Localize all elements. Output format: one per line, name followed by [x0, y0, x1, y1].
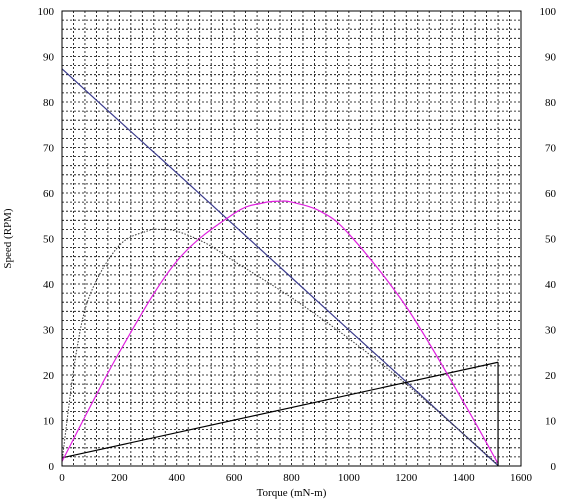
y-tick-label-left: 30 — [43, 325, 55, 337]
x-tick-label: 800 — [283, 472, 300, 484]
y-tick-label-right: 80 — [545, 97, 557, 109]
y-tick-label-right: 50 — [545, 234, 557, 246]
series-line-4 — [61, 228, 499, 466]
y-tick-label-right: 60 — [545, 188, 557, 200]
y-tick-label-left: 80 — [43, 97, 55, 109]
y-tick-label-left: 10 — [43, 416, 55, 428]
y-tick-label-left: 0 — [49, 461, 55, 473]
y-tick-label-left: 60 — [43, 188, 55, 200]
y-tick-label-right: 40 — [545, 279, 557, 291]
y-tick-labels-right: 0 10 20 30 40 50 60 70 80 90 100 — [540, 6, 557, 473]
plot-frame — [61, 10, 522, 467]
x-tick-label: 1000 — [338, 472, 361, 484]
x-tick-label: 0 — [59, 472, 65, 484]
y-tick-label-right: 100 — [540, 6, 557, 18]
y-tick-label-left: 50 — [43, 234, 55, 246]
x-tick-label: 1200 — [395, 472, 418, 484]
x-tick-label: 400 — [169, 472, 186, 484]
y-tick-label-right: 70 — [545, 143, 557, 155]
y-tick-label-right: 0 — [551, 461, 557, 473]
y-axis-title: Speed (RPM) — [2, 208, 14, 269]
x-tick-labels: 0 200 400 600 800 1000 1200 1400 1600 — [59, 472, 532, 484]
y-tick-label-right: 20 — [545, 370, 557, 382]
grid — [62, 11, 521, 466]
x-tick-label: 600 — [226, 472, 243, 484]
y-tick-label-left: 40 — [43, 279, 55, 291]
y-tick-label-left: 90 — [43, 52, 55, 64]
x-tick-label: 1600 — [510, 472, 533, 484]
series-layer — [61, 68, 499, 466]
x-tick-label: 1400 — [453, 472, 476, 484]
y-tick-label-left: 100 — [38, 6, 55, 18]
y-tick-label-right: 90 — [545, 52, 557, 64]
series-line-2 — [61, 361, 499, 459]
y-tick-label-right: 30 — [545, 325, 557, 337]
y-tick-labels-left: 0 10 20 30 40 50 60 70 80 90 100 — [38, 6, 55, 473]
x-tick-label: 200 — [111, 472, 128, 484]
series-line-3 — [61, 200, 499, 465]
x-axis-title: Torque (mN-m) — [257, 487, 327, 499]
y-tick-label-left: 20 — [43, 370, 55, 382]
y-tick-label-left: 70 — [43, 143, 55, 155]
y-tick-label-right: 10 — [545, 416, 557, 428]
